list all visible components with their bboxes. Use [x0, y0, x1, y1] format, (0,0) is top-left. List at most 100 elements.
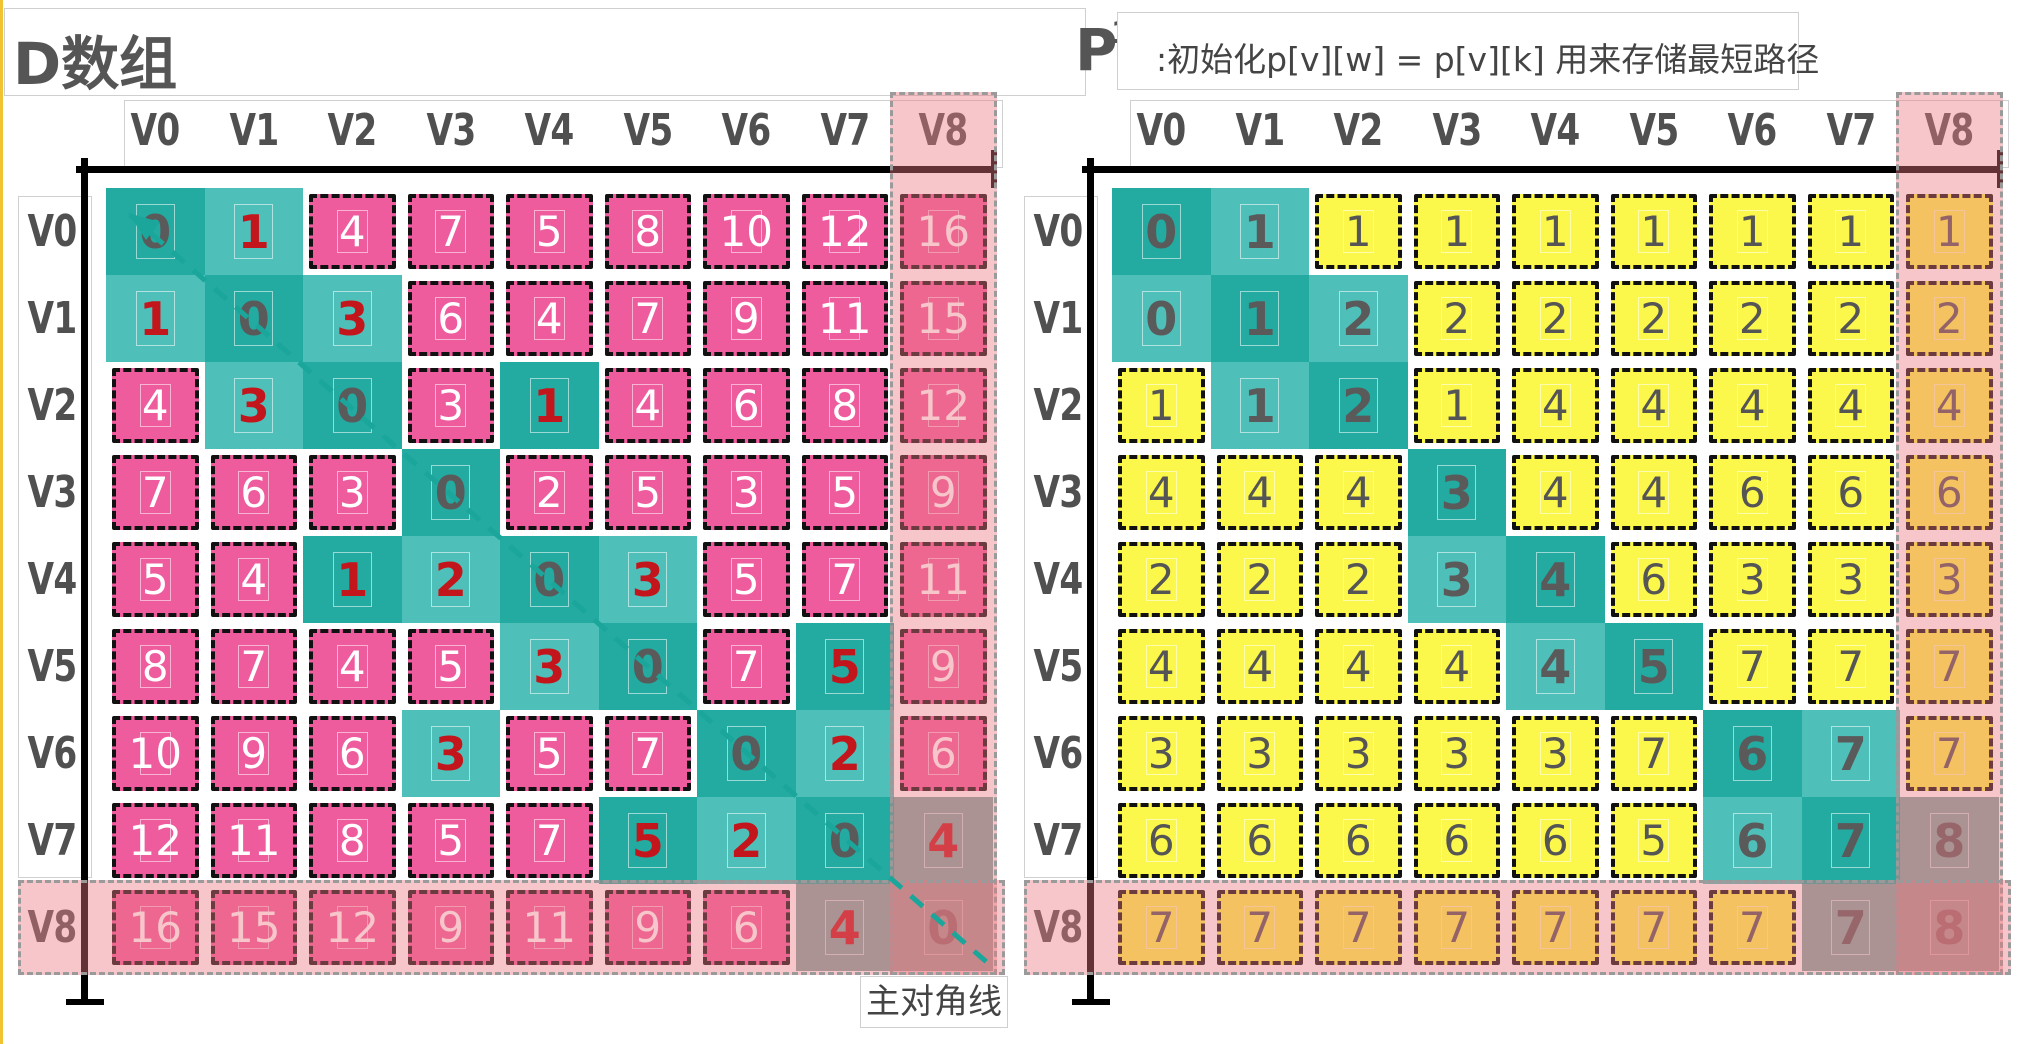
p-matrix-cell: 6	[1703, 797, 1802, 884]
d-matrix-row-header-v3: V3	[27, 466, 78, 518]
p-matrix-cell: 4	[1610, 455, 1697, 530]
d-matrix-cell: 6	[210, 455, 297, 530]
p-matrix-col-header-v6: V6	[1727, 105, 1778, 156]
d-matrix-y-axis-end	[66, 999, 104, 1005]
p-matrix-cell: 4	[1512, 368, 1599, 443]
d-matrix-col-header-v4: V4	[524, 105, 575, 156]
p-matrix-col-header-v0: V0	[1136, 105, 1187, 156]
d-array-title-text: D数组	[13, 30, 178, 98]
p-matrix-cell: 6	[1413, 803, 1500, 878]
d-matrix-y-axis	[81, 158, 88, 1005]
d-matrix-cell: 10	[112, 716, 199, 791]
p-matrix-cell: 3	[1906, 542, 1993, 617]
p-matrix-row-header-v4: V4	[1033, 553, 1084, 605]
p-matrix-cell: 2	[1309, 275, 1408, 362]
p-matrix-cell: 7	[1709, 890, 1796, 965]
p-matrix-cell: 6	[1703, 710, 1802, 797]
p-matrix-cell: 4	[1807, 368, 1894, 443]
p-matrix-cell: 7	[1118, 890, 1205, 965]
p-matrix-col-header-v3: V3	[1432, 105, 1482, 156]
d-matrix-cell: 2	[506, 455, 593, 530]
p-matrix-row-header-v3: V3	[1033, 466, 1084, 518]
p-matrix-cell: 2	[1309, 362, 1408, 449]
d-matrix-cell: 3	[407, 368, 494, 443]
d-matrix-cell: 5	[598, 797, 697, 884]
p-matrix-cell: 1	[1512, 194, 1599, 269]
d-matrix-cell: 11	[801, 281, 888, 356]
p-matrix-row-header-v1: V1	[1033, 292, 1084, 344]
d-matrix-cell: 15	[210, 890, 297, 965]
d-matrix-cell: 4	[112, 368, 199, 443]
d-matrix-row-header-v5: V5	[27, 640, 78, 692]
d-matrix-cell: 1	[204, 188, 303, 275]
d-matrix-col-header-v6: V6	[721, 105, 772, 156]
d-matrix-v8-row-highlight	[18, 880, 1005, 975]
p-matrix-col-header-v7: V7	[1826, 105, 1876, 156]
d-matrix-cell: 12	[801, 194, 888, 269]
p-matrix-cell: 6	[1216, 803, 1303, 878]
d-matrix-row-header-v7: V7	[27, 814, 78, 866]
p-matrix-cell: 4	[1506, 536, 1605, 623]
d-matrix-col-header-v1: V1	[229, 105, 279, 156]
p-matrix-cell: 3	[1407, 536, 1506, 623]
p-matrix-cell: 4	[1906, 368, 1993, 443]
d-matrix-cell: 7	[407, 194, 494, 269]
p-matrix-cell: 6	[1315, 803, 1402, 878]
d-matrix-x-axis	[76, 166, 995, 173]
d-matrix-row-header-v2: V2	[27, 379, 78, 431]
d-matrix-cell: 16	[112, 890, 199, 965]
p-matrix-cell: 1	[1807, 194, 1894, 269]
d-matrix-cell: 3	[401, 710, 500, 797]
d-matrix-cell: 2	[795, 710, 894, 797]
d-matrix-cell: 6	[900, 716, 987, 791]
p-matrix-y-axis-end	[1072, 999, 1110, 1005]
d-matrix-cell: 9	[210, 716, 297, 791]
p-matrix-cell: 1	[1210, 275, 1309, 362]
p-matrix-col-header-v1: V1	[1235, 105, 1285, 156]
p-matrix-cell: 8	[1900, 797, 1999, 884]
d-matrix-col-header-v8: V8	[918, 105, 969, 156]
d-matrix-row-header-v1: V1	[27, 292, 78, 344]
d-matrix-row-header-v4: V4	[27, 553, 78, 605]
d-matrix-column-header-strip	[124, 100, 1003, 168]
p-matrix-cell: 2	[1315, 542, 1402, 617]
p-matrix-cell: 6	[1512, 803, 1599, 878]
d-matrix-col-header-v3: V3	[426, 105, 476, 156]
p-matrix-row-header-v2: V2	[1033, 379, 1084, 431]
p-matrix-cell: 3	[1512, 716, 1599, 791]
p-matrix-cell: 3	[1807, 542, 1894, 617]
p-matrix-v8-row-highlight	[1024, 880, 2011, 975]
d-matrix-cell: 12	[900, 368, 987, 443]
p-matrix-cell: 2	[1807, 281, 1894, 356]
d-matrix-cell: 9	[407, 890, 494, 965]
d-matrix-cell: 5	[703, 542, 790, 617]
p-matrix-cell: 7	[1709, 629, 1796, 704]
p-array-caption-box: :初始化p[v][w] = p[v][k] 用来存储最短路径	[1117, 12, 1819, 90]
p-matrix-cell: 1	[1413, 368, 1500, 443]
left-edge-accent	[0, 0, 3, 1044]
d-matrix-cell: 2	[697, 797, 796, 884]
d-matrix-cell: 7	[604, 281, 691, 356]
d-matrix-cell: 11	[210, 803, 297, 878]
d-matrix-cell: 8	[112, 629, 199, 704]
d-matrix-cell: 16	[900, 194, 987, 269]
p-matrix-cell: 2	[1512, 281, 1599, 356]
d-matrix-cell: 5	[407, 629, 494, 704]
p-array-caption: :初始化p[v][w] = p[v][k] 用来存储最短路径	[1156, 40, 1820, 79]
p-matrix-row-header-v7: V7	[1033, 814, 1084, 866]
d-matrix-cell: 11	[900, 542, 987, 617]
p-matrix-cell: 3	[1407, 449, 1506, 536]
p-matrix-cell: 7	[1801, 797, 1900, 884]
d-matrix-cell: 4	[210, 542, 297, 617]
d-matrix-row-header-strip	[18, 196, 92, 878]
p-matrix-cell: 6	[1807, 455, 1894, 530]
p-matrix-cell: 3	[1315, 716, 1402, 791]
p-matrix-cell: 1	[1906, 194, 1993, 269]
p-matrix-cell: 2	[1709, 281, 1796, 356]
d-matrix-cell: 5	[407, 803, 494, 878]
d-matrix-col-header-v0: V0	[130, 105, 181, 156]
d-matrix-cell: 5	[801, 455, 888, 530]
d-matrix-cell: 4	[894, 797, 993, 884]
p-matrix-x-axis-end	[1996, 150, 2003, 188]
